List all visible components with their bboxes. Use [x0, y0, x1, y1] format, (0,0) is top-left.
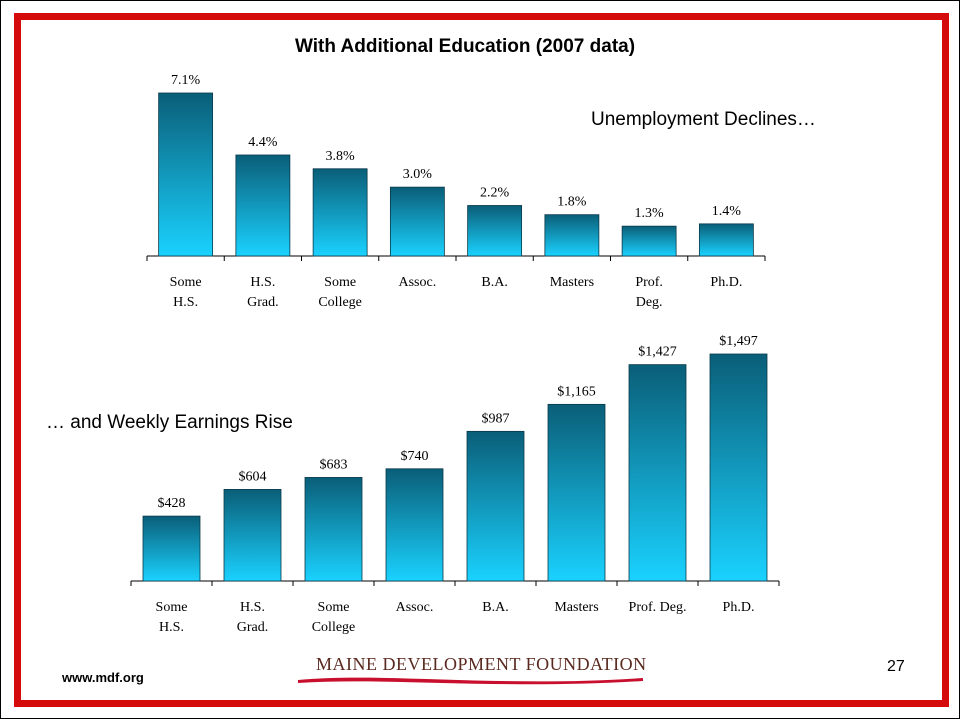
bar: [142, 515, 201, 582]
data-label: 1.3%: [635, 206, 665, 221]
x-tick-label: Grad.: [237, 620, 269, 635]
bar: [223, 489, 282, 582]
data-label: $1,497: [719, 334, 758, 349]
x-tick-label: Assoc.: [399, 275, 437, 290]
data-label: 1.8%: [557, 195, 587, 210]
x-tick-label: Some: [170, 275, 202, 290]
data-label: $1,165: [557, 384, 596, 399]
data-label: $1,427: [638, 345, 677, 360]
data-label: 1.4%: [712, 204, 742, 219]
logo-swoosh-icon: [298, 677, 643, 685]
bar: [547, 403, 606, 582]
x-tick-label: Some: [156, 600, 188, 615]
page-number: 27: [887, 658, 905, 675]
x-tick-label: H.S.: [250, 275, 275, 290]
x-tick-label: Some: [324, 275, 356, 290]
x-tick-label: B.A.: [481, 275, 507, 290]
bar: [698, 223, 754, 257]
x-tick-label: College: [312, 620, 356, 635]
chart-title: With Additional Education (2007 data): [294, 36, 636, 57]
bar: [304, 477, 363, 582]
x-tick-label: B.A.: [482, 600, 508, 615]
bar: [709, 353, 768, 582]
logo-text: MAINE DEVELOPMENT FOUNDATION: [316, 654, 647, 674]
data-label: 3.0%: [403, 167, 433, 182]
bar: [235, 154, 291, 257]
unemployment-annotation: Unemployment Declines…: [591, 109, 816, 130]
footer-url[interactable]: www.mdf.org: [62, 670, 144, 685]
data-label: $683: [320, 457, 348, 472]
bar: [385, 468, 444, 582]
x-tick-label: Ph.D.: [723, 600, 755, 615]
bar: [158, 92, 214, 257]
x-tick-label: Prof.: [635, 275, 663, 290]
maine-development-foundation-logo: MAINE DEVELOPMENT FOUNDATION: [298, 654, 646, 688]
x-tick-label: H.S.: [240, 600, 265, 615]
x-tick-label: Ph.D.: [710, 275, 742, 290]
data-label: $987: [482, 411, 510, 426]
data-label: 2.2%: [480, 185, 510, 200]
x-tick-label: College: [318, 295, 362, 310]
bar: [466, 430, 525, 582]
earnings-annotation: … and Weekly Earnings Rise: [46, 412, 293, 433]
x-tick-label: Some: [318, 600, 350, 615]
x-tick-label: Deg.: [636, 295, 663, 310]
bar: [312, 168, 368, 257]
x-tick-label: Grad.: [247, 295, 279, 310]
x-tick-label: Assoc.: [396, 600, 434, 615]
bar: [628, 364, 687, 582]
data-label: 7.1%: [171, 73, 201, 88]
x-tick-label: Masters: [550, 275, 594, 290]
earnings-chart: $428 Some H.S. $604 H.S. Grad. $683 Some College…: [130, 334, 780, 635]
x-tick-label: Masters: [554, 600, 598, 615]
unemployment-chart: 7.1% Some H.S. 4.4% H.S. Grad. 3.8% Some College…: [146, 73, 766, 310]
bar: [621, 225, 677, 257]
data-label: 4.4%: [248, 135, 278, 150]
data-label: $604: [239, 469, 267, 484]
x-tick-label: Prof. Deg.: [629, 600, 687, 615]
data-label: $428: [158, 496, 186, 511]
x-tick-label: H.S.: [173, 295, 198, 310]
bar: [544, 214, 600, 257]
bar: [467, 205, 523, 257]
data-label: 3.8%: [326, 149, 356, 164]
bar: [389, 186, 445, 257]
x-tick-label: H.S.: [159, 620, 184, 635]
data-label: $740: [401, 449, 429, 464]
